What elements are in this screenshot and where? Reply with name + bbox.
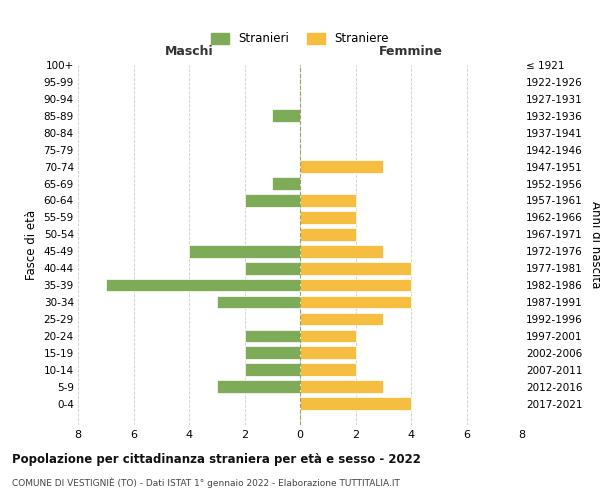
Bar <box>300 380 383 393</box>
Bar <box>300 312 383 326</box>
Bar <box>245 346 300 359</box>
Bar <box>300 364 355 376</box>
Bar <box>189 245 300 258</box>
Bar <box>245 194 300 207</box>
Bar <box>300 245 383 258</box>
Text: COMUNE DI VESTIGNIÈ (TO) - Dati ISTAT 1° gennaio 2022 - Elaborazione TUTTITALIA.: COMUNE DI VESTIGNIÈ (TO) - Dati ISTAT 1°… <box>12 478 400 488</box>
Bar <box>272 177 300 190</box>
Bar <box>217 380 300 393</box>
Bar <box>300 330 355 342</box>
Bar <box>106 279 300 291</box>
Bar <box>272 110 300 122</box>
Bar <box>245 364 300 376</box>
Bar <box>300 160 383 173</box>
Y-axis label: Fasce di età: Fasce di età <box>25 210 38 280</box>
Bar <box>300 262 411 274</box>
Text: Femmine: Femmine <box>379 45 443 58</box>
Bar <box>300 279 411 291</box>
Bar <box>300 346 355 359</box>
Bar <box>300 398 411 410</box>
Bar <box>217 296 300 308</box>
Bar <box>300 228 355 240</box>
Bar <box>245 330 300 342</box>
Bar <box>300 296 411 308</box>
Text: Popolazione per cittadinanza straniera per età e sesso - 2022: Popolazione per cittadinanza straniera p… <box>12 452 421 466</box>
Y-axis label: Anni di nascita: Anni di nascita <box>589 202 600 288</box>
Bar <box>245 262 300 274</box>
Legend: Stranieri, Straniere: Stranieri, Straniere <box>206 28 394 50</box>
Bar <box>300 194 355 207</box>
Text: Maschi: Maschi <box>164 45 214 58</box>
Bar <box>300 211 355 224</box>
